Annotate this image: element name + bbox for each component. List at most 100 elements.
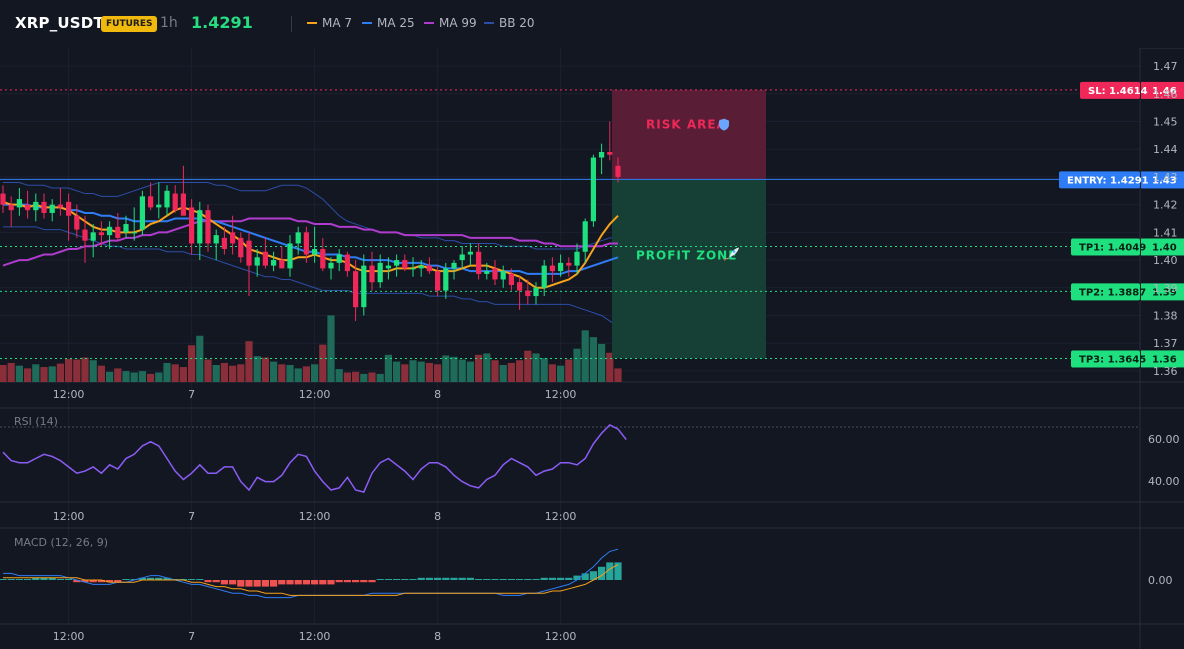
macd-hist-bar [7, 579, 15, 580]
volume-bar [56, 363, 64, 382]
risk-area-box[interactable] [612, 89, 766, 180]
price-tags: 1.46 1.43 1.40 1.39 1.36 [1141, 81, 1184, 368]
ma7-line [2, 200, 619, 289]
legend-ma7[interactable]: MA 7 [307, 16, 352, 30]
macd-hist-bar [319, 580, 327, 585]
volume-bar [614, 368, 622, 382]
tp1-tag[interactable]: TP1: 1.4049 [1071, 238, 1146, 256]
volume-bar [327, 315, 335, 382]
volume-bar [196, 335, 204, 382]
volume-bar [343, 372, 351, 382]
candle-body [566, 262, 572, 266]
rsi-title: RSI (14) [14, 415, 58, 428]
volume-bar [286, 365, 294, 382]
price-tick-label: 1.46 [1153, 88, 1178, 101]
volume-bar [40, 367, 48, 382]
volume-bar [409, 360, 417, 382]
axis-price-tag-bg [1141, 81, 1184, 99]
volume-bar [532, 353, 540, 382]
macd-hist-bar [376, 579, 384, 580]
volume-bar [450, 356, 458, 382]
volume-bar [589, 337, 597, 382]
price-tick-label: 1.40 [1153, 254, 1178, 267]
candle-body [459, 254, 465, 261]
candle-body [344, 254, 350, 272]
macd-hist-bar [48, 577, 56, 580]
macd-hist-bar [97, 580, 105, 583]
volume-bar [24, 368, 32, 382]
candle-body [197, 210, 203, 244]
candle-body [492, 268, 498, 280]
macd-hist-bar [106, 580, 114, 583]
tp3-tag[interactable]: TP3: 1.3645 [1071, 350, 1146, 368]
macd-hist-bar [442, 577, 450, 580]
candle-body [549, 265, 555, 272]
volume-bar [270, 361, 278, 382]
candle-body [49, 204, 55, 213]
timeframe-selector[interactable]: 1h [160, 15, 178, 31]
axis-price-tag-bg [1141, 350, 1184, 368]
time-tick-label: 12:00 [545, 510, 577, 523]
macd-hist-bar [352, 580, 360, 583]
candle-body [525, 290, 531, 297]
axis-price-tag-bg [1141, 171, 1184, 189]
candle-body [230, 232, 236, 244]
volume-bar [393, 361, 401, 382]
tp3-tag-label: TP3: 1.3645 [1079, 354, 1146, 365]
volume-bar [335, 369, 343, 382]
price-axis[interactable]: 1.47 1.46 1.45 1.44 1.43 1.42 1.41 1.40 1.39 1.38… [1153, 60, 1178, 378]
macd-hist-bar [524, 579, 532, 580]
volume-bar [417, 361, 425, 382]
macd-hist-bar [229, 580, 237, 585]
macd-hist-bar [155, 577, 163, 580]
volume-bar [0, 365, 7, 382]
price-tick-label: 1.44 [1153, 143, 1178, 156]
macd-hist-bar [434, 577, 442, 580]
macd-hist-bar [81, 580, 89, 583]
macd-hist-bar [565, 577, 573, 580]
macd-hist-bar [458, 577, 466, 580]
volume-bar [163, 362, 171, 382]
symbol-name[interactable]: XRP_USDT [15, 14, 104, 32]
volume-bar [483, 353, 491, 382]
axis-price-tag: 1.40 [1152, 242, 1177, 253]
macd-hist-bar [548, 577, 556, 580]
time-tick-label: 12:00 [545, 388, 577, 401]
volume-bar [475, 354, 483, 382]
macd-hist-bar [335, 580, 343, 583]
profit-zone-label: PROFIT ZONE [636, 248, 737, 262]
macd-hist-bar [32, 577, 40, 580]
macd-hist-bar [475, 579, 483, 580]
macd-hist-bar [147, 577, 155, 580]
candle-body [246, 240, 252, 266]
candle-body [262, 251, 268, 266]
macd-hist-bar [483, 579, 491, 580]
rsi-tick-40: 40.00 [1148, 475, 1180, 488]
candle-body [590, 157, 596, 222]
legend-bb20[interactable]: BB 20 [484, 16, 535, 30]
macd-hist-bar [204, 580, 212, 583]
entry-tag[interactable]: ENTRY: 1.4291 [1059, 171, 1149, 189]
volume-bar [15, 365, 23, 382]
candle-body [123, 224, 129, 233]
macd-hist-bar [196, 579, 204, 580]
candle-body [353, 271, 359, 308]
time-tick-label: 7 [188, 388, 195, 401]
profit-zone-box[interactable] [612, 179, 766, 359]
volume-bar [384, 354, 392, 382]
macd-hist-bar [499, 579, 507, 580]
macd-hist-bar [598, 566, 606, 580]
candle-body [558, 262, 564, 272]
tp2-tag[interactable]: TP2: 1.3887 [1071, 283, 1146, 301]
macd-hist-bar [253, 580, 261, 587]
volume-bar [352, 371, 360, 382]
price-tick-label: 1.37 [1153, 337, 1178, 350]
sl-tag[interactable]: SL: 1.4614 [1080, 81, 1148, 99]
volume-bar [598, 343, 606, 382]
volume-bar [229, 365, 237, 382]
legend-ma25[interactable]: MA 25 [362, 16, 415, 30]
macd-hist-bar [15, 579, 23, 580]
macd-hist-bar [360, 580, 368, 583]
legend-ma99[interactable]: MA 99 [424, 16, 477, 30]
